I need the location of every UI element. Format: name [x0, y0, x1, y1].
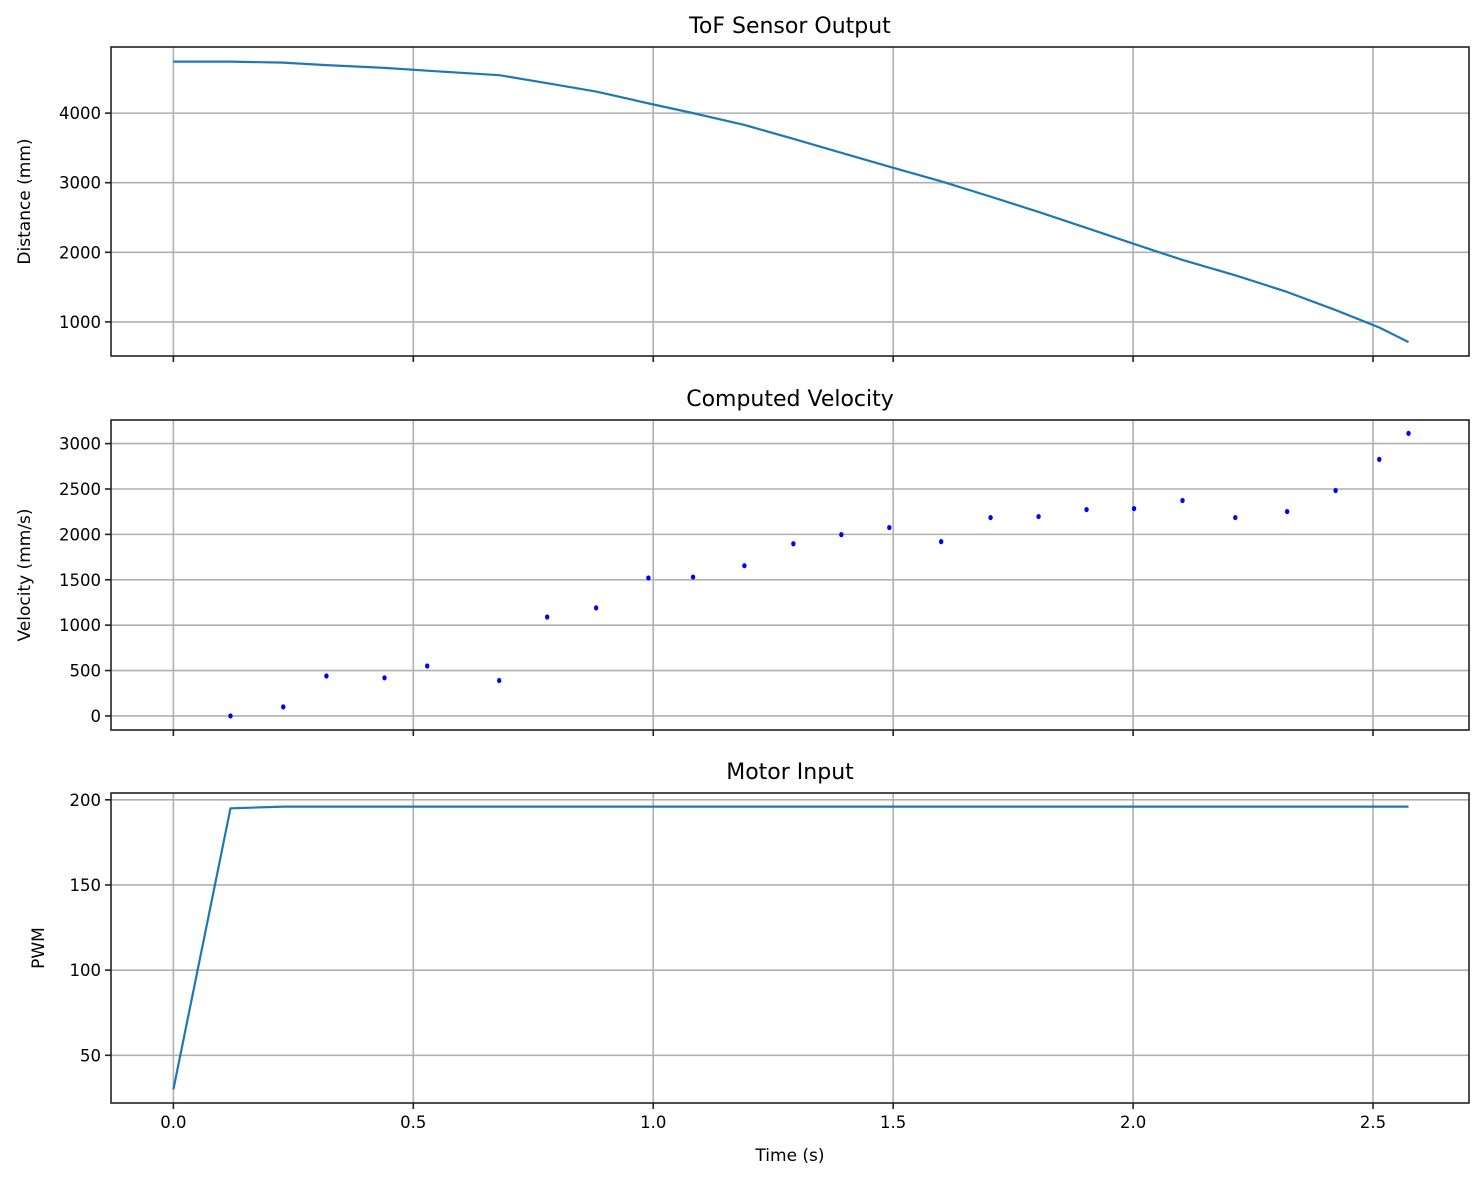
- data-point: [425, 663, 430, 669]
- data-point: [839, 532, 844, 538]
- data-point: [1180, 497, 1185, 504]
- x-tick-label: 0.5: [400, 1113, 426, 1132]
- data-point: [497, 677, 502, 684]
- axes-frame: [110, 792, 1470, 1104]
- data-point: [791, 541, 796, 547]
- tof-sensor-output-plot: 1000 2000 3000 4000 ToF Sensor Output Distanc…: [15, 14, 1470, 362]
- y-tick-label: 1500: [59, 571, 101, 590]
- y-tick-label: 2000: [59, 525, 101, 544]
- y-tick-label: 3000: [59, 174, 101, 193]
- data-point: [281, 704, 286, 710]
- y-tick-label: 4000: [59, 104, 101, 123]
- y-tick-label: 50: [80, 1046, 101, 1065]
- axes-frame: [110, 46, 1470, 357]
- data-point: [1377, 456, 1382, 462]
- data-point: [742, 563, 747, 569]
- plot-title: Motor Input: [726, 760, 854, 785]
- data-point: [382, 675, 387, 681]
- data-point: [324, 673, 329, 679]
- y-tick-label: 500: [70, 662, 102, 681]
- data-line: [173, 60, 1410, 344]
- data-point: [1036, 513, 1041, 520]
- plot-title: ToF Sensor Output: [688, 14, 891, 39]
- x-tick-label: 2.0: [1120, 1113, 1146, 1132]
- axes-frame: [110, 419, 1470, 731]
- computed-velocity-plot: 0 500 1000 1500 2000 2500 3000 Computed Velocit…: [15, 387, 1470, 736]
- data-point: [988, 514, 993, 521]
- y-tick-label: 150: [70, 876, 102, 895]
- y-axis-label: Distance (mm): [15, 138, 35, 264]
- y-axis-label: Velocity (mm/s): [15, 508, 35, 641]
- data-point: [887, 524, 892, 531]
- data-point: [938, 539, 944, 545]
- data-point: [593, 605, 599, 611]
- x-tick-label: 0.0: [160, 1113, 186, 1132]
- data-point: [646, 575, 651, 581]
- data-point: [544, 614, 550, 620]
- x-tick-label: 2.5: [1360, 1113, 1386, 1132]
- motor-input-plot: 0.0 0.5 1.0 1.5 2.0 2.5 50 100 150 200 Motor Input…: [29, 760, 1470, 1166]
- data-point: [690, 574, 696, 580]
- data-point: [1284, 508, 1290, 515]
- data-point: [228, 713, 233, 719]
- data-point: [1233, 514, 1238, 521]
- x-axis-label: Time (s): [754, 1146, 824, 1166]
- y-tick-label: 0: [91, 707, 102, 726]
- y-tick-label: 3000: [59, 435, 101, 454]
- y-tick-label: 100: [70, 961, 102, 980]
- y-tick-label: 1000: [59, 616, 101, 635]
- y-tick-label: 2000: [59, 243, 101, 262]
- x-tick-label: 1.0: [640, 1113, 666, 1132]
- data-point: [1131, 505, 1137, 512]
- plot-title: Computed Velocity: [686, 387, 894, 412]
- data-point: [1084, 506, 1089, 513]
- y-tick-label: 1000: [59, 313, 101, 332]
- data-line: [172, 805, 1409, 1090]
- y-axis-label: PWM: [29, 927, 49, 969]
- y-tick-label: 2500: [59, 480, 101, 499]
- x-tick-label: 1.5: [880, 1113, 906, 1132]
- y-tick-label: 200: [70, 791, 102, 810]
- data-point: [1333, 487, 1338, 494]
- data-point: [1406, 430, 1411, 436]
